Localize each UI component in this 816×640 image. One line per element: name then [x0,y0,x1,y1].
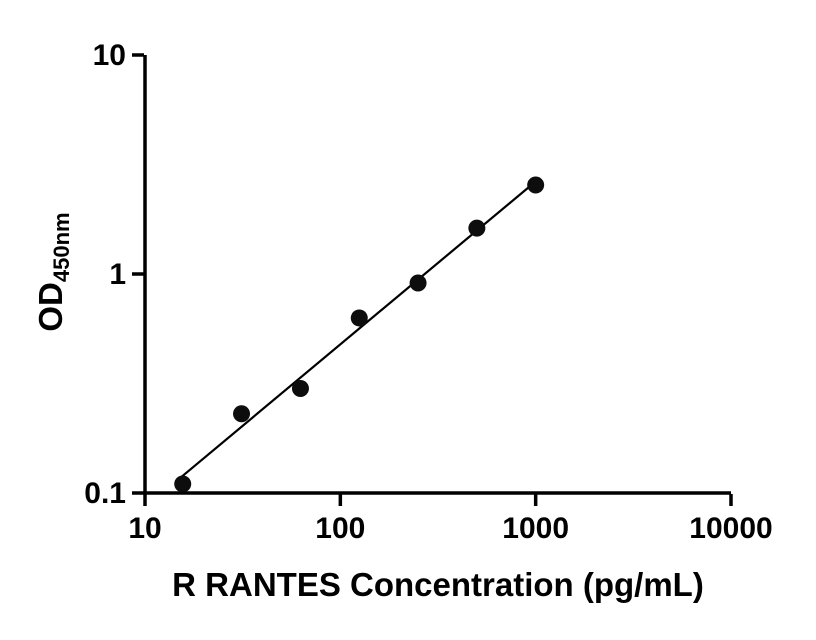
y-tick-label: 1 [109,258,126,291]
x-tick-label: 10 [128,512,161,545]
y-axis-title-main: OD [32,282,69,332]
data-point [350,309,368,327]
y-axis-title-sub: 450nm [49,212,74,282]
data-point [174,475,192,493]
data-point [468,219,486,237]
data-point [233,405,251,423]
data-point [527,176,545,194]
axes-frame [143,55,731,495]
y-axis-title: OD450nm [32,212,74,331]
data-point [409,274,427,292]
y-tick-label: 10 [93,39,126,72]
x-tick-label: 1000 [502,512,569,545]
x-tick-label: 100 [315,512,365,545]
x-tick-label: 10000 [689,512,772,545]
data-point [291,380,309,398]
fit-line [178,177,541,480]
y-tick-label: 0.1 [84,477,126,510]
x-axis-title: R RANTES Concentration (pg/mL) [172,566,704,603]
